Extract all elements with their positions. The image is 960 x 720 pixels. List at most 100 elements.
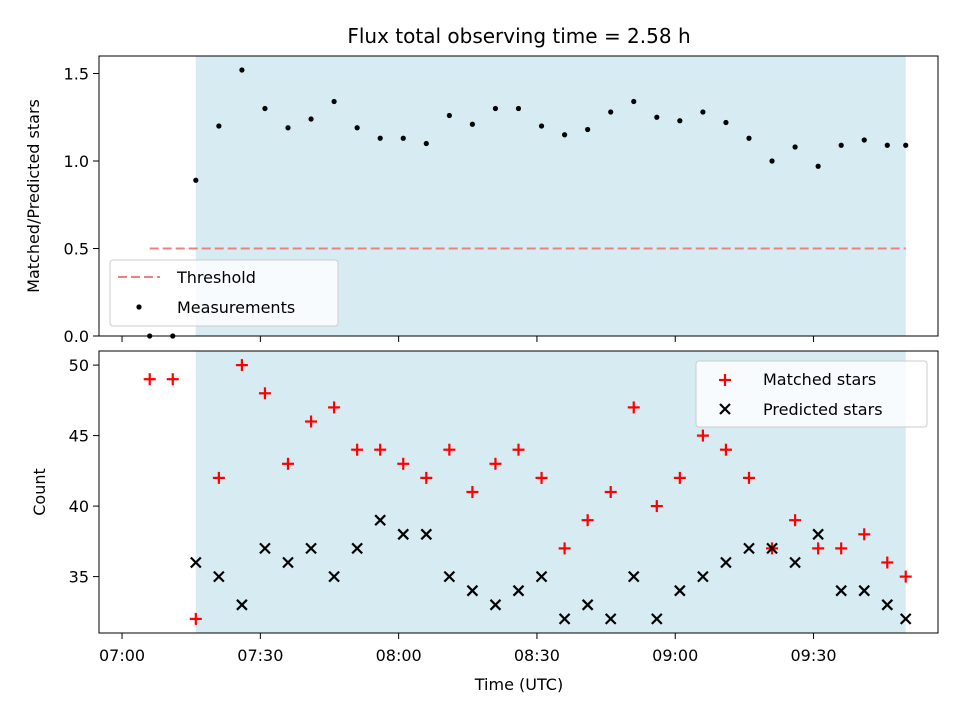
chart-title: Flux total observing time = 2.58 h (347, 24, 690, 48)
bottom-xtick-label: 07:00 (99, 646, 145, 665)
matched-stars-point (305, 415, 318, 428)
matched-stars-point (627, 401, 640, 414)
predicted-stars-point (627, 570, 640, 583)
top-ytick-label: 1.0 (64, 152, 89, 171)
predicted-stars-point (674, 584, 686, 597)
matched-stars-point (719, 443, 732, 456)
matched-stars-point (189, 612, 202, 625)
bottom-xtick-label: 07:30 (237, 646, 283, 665)
predicted-stars-point (604, 613, 617, 625)
measurement-point (769, 158, 775, 164)
measurement-point (492, 105, 499, 112)
measurement-point (216, 123, 222, 129)
matched-stars-point (881, 556, 894, 569)
measurement-point (377, 135, 383, 141)
measurement-point (861, 137, 867, 143)
measurement-point (446, 112, 452, 119)
predicted-stars-point (236, 599, 248, 611)
matched-stars-point (558, 542, 571, 555)
matched-stars-point (328, 401, 341, 414)
predicted-stars-point (328, 570, 340, 583)
matched-stars-point (789, 514, 802, 527)
matched-stars-point (397, 457, 410, 470)
legend-measurements-swatch (136, 304, 142, 310)
top-y-axis: 0.0 0.5 1.0 1.5 (64, 65, 99, 346)
measurement-point (308, 116, 314, 122)
bottom-xtick-label: 08:00 (376, 646, 422, 665)
predicted-stars-point (213, 570, 225, 583)
measurement-point (285, 125, 291, 131)
predicted-stars-point (512, 584, 525, 597)
legend-predicted-label: Predicted stars (763, 400, 883, 419)
measurement-point (838, 142, 844, 148)
legend-matched-swatch (719, 374, 731, 386)
measurement-point (423, 140, 429, 147)
measurement-point (262, 105, 268, 112)
matched-stars-point (512, 443, 525, 456)
measurement-point (700, 109, 706, 115)
measurement-point (331, 98, 337, 105)
top-ytick-label: 0.0 (64, 327, 89, 346)
matched-stars-point (742, 471, 755, 484)
measurement-point (193, 177, 199, 183)
matched-stars-point (812, 542, 825, 555)
matched-stars-point (535, 471, 548, 484)
measurement-point (884, 142, 890, 148)
measurement-point (723, 119, 729, 126)
matched-stars-point (258, 387, 271, 400)
matched-stars-point (420, 471, 433, 484)
predicted-stars-point (190, 556, 202, 569)
measurement-point (469, 121, 476, 127)
matched-stars-point (351, 443, 364, 456)
bottom-x-axis: 07:00 07:30 08:00 08:30 09:00 09:30 (99, 633, 837, 665)
matched-stars-point (604, 486, 617, 498)
predicted-stars-point (581, 599, 594, 611)
top-legend: Threshold Measurements (109, 259, 339, 327)
measurement-point (654, 114, 660, 120)
legend-predicted-swatch (719, 403, 731, 415)
predicted-stars-point (881, 599, 894, 611)
matched-stars-point (835, 542, 848, 555)
matched-stars-point (166, 373, 179, 386)
matched-stars-point (696, 429, 709, 442)
matched-stars-point (650, 500, 663, 513)
bottom-plot-marks (143, 359, 912, 625)
bottom-legend-box (695, 360, 928, 428)
predicted-stars-point (899, 613, 912, 625)
top-ytick-label: 1.5 (64, 65, 89, 84)
measurement-point (608, 109, 614, 115)
bottom-xtick-label: 08:30 (514, 646, 560, 665)
matched-stars-point (235, 359, 248, 372)
matched-stars-point (489, 457, 502, 470)
bottom-ytick-label: 45 (69, 427, 89, 446)
measurement-point (538, 123, 545, 129)
bottom-ytick-label: 40 (69, 497, 89, 516)
measurement-point (585, 126, 591, 133)
legend-matched-label: Matched stars (763, 370, 876, 389)
predicted-stars-point (858, 584, 871, 597)
bottom-y-axis: 35 40 45 50 (69, 356, 99, 587)
measurement-point (903, 142, 909, 148)
legend-threshold-label: Threshold (176, 268, 256, 287)
predicted-stars-point (535, 570, 548, 583)
matched-stars-point (212, 471, 225, 484)
predicted-stars-point (305, 542, 317, 555)
predicted-stars-point (397, 528, 410, 541)
matched-stars-point (581, 514, 594, 527)
predicted-stars-point (835, 584, 847, 597)
matched-stars-point (466, 486, 479, 498)
measurement-point (400, 135, 406, 141)
matched-stars-point (282, 457, 295, 470)
bottom-xtick-label: 09:30 (790, 646, 836, 665)
predicted-stars-point (558, 613, 571, 625)
measurement-point (515, 105, 522, 112)
top-y-axis-label: Matched/Predicted stars (24, 99, 43, 293)
matched-stars-point (143, 373, 156, 386)
matched-stars-point (899, 570, 912, 583)
measurement-point (815, 163, 821, 169)
matched-stars-point (858, 528, 871, 541)
matched-stars-point (374, 443, 387, 456)
measurement-point (631, 98, 637, 105)
